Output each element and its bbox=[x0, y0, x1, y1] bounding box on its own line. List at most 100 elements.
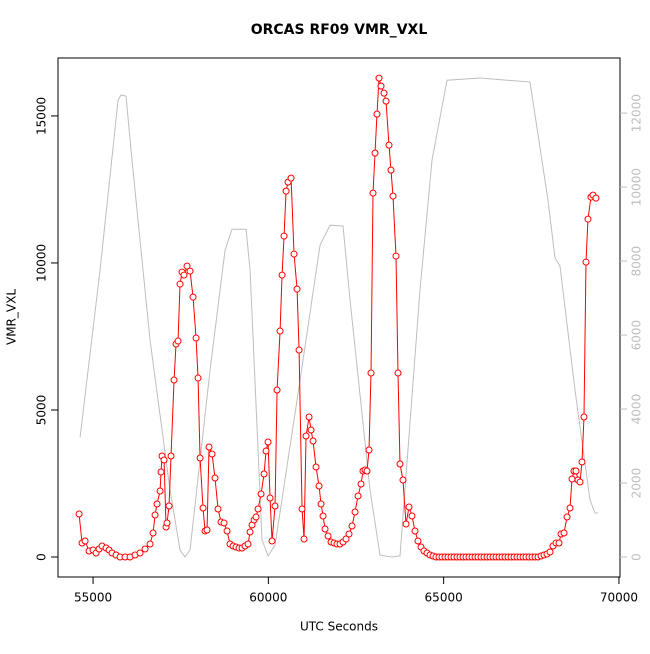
point bbox=[375, 74, 383, 82]
point bbox=[321, 525, 329, 533]
point bbox=[354, 492, 362, 500]
point bbox=[211, 474, 219, 482]
point bbox=[81, 537, 89, 545]
point bbox=[555, 539, 563, 547]
point bbox=[580, 413, 588, 421]
point bbox=[163, 519, 171, 527]
point bbox=[363, 467, 371, 475]
point bbox=[367, 369, 375, 377]
y-tick-label: 10000 bbox=[35, 244, 49, 282]
point bbox=[149, 529, 157, 537]
y-tick-label: 5000 bbox=[35, 395, 49, 426]
point bbox=[290, 250, 298, 258]
point bbox=[266, 494, 274, 502]
point bbox=[342, 535, 350, 543]
point bbox=[167, 452, 175, 460]
point bbox=[271, 502, 279, 510]
point bbox=[584, 215, 592, 223]
point bbox=[260, 470, 268, 478]
point bbox=[75, 510, 83, 518]
y2-tick-label: 6000 bbox=[630, 320, 644, 351]
point bbox=[189, 293, 197, 301]
point bbox=[324, 532, 332, 540]
point bbox=[385, 141, 393, 149]
point bbox=[246, 528, 254, 536]
point bbox=[560, 529, 568, 537]
point bbox=[205, 443, 213, 451]
point bbox=[365, 446, 373, 454]
y-tick-label: 15000 bbox=[35, 97, 49, 135]
point bbox=[254, 505, 262, 513]
point bbox=[170, 376, 178, 384]
point bbox=[208, 450, 216, 458]
point bbox=[268, 537, 276, 545]
point bbox=[411, 527, 419, 535]
point bbox=[307, 426, 315, 434]
point bbox=[214, 505, 222, 513]
chart-title: ORCAS RF09 VMR_VXL bbox=[251, 22, 428, 38]
x-tick-label: 70000 bbox=[600, 591, 638, 605]
point bbox=[298, 505, 306, 513]
point bbox=[220, 519, 228, 527]
point bbox=[280, 232, 288, 240]
plot-frame bbox=[57, 57, 621, 578]
y2-tick-label: 12000 bbox=[630, 94, 644, 132]
point bbox=[414, 537, 422, 545]
point bbox=[276, 327, 284, 335]
point bbox=[387, 166, 395, 174]
point bbox=[396, 460, 404, 468]
point bbox=[392, 252, 400, 260]
point bbox=[244, 540, 252, 548]
point bbox=[402, 520, 410, 528]
x-tick-label: 60000 bbox=[249, 591, 287, 605]
point bbox=[278, 271, 286, 279]
point bbox=[160, 456, 168, 464]
point bbox=[176, 280, 184, 288]
point bbox=[317, 500, 325, 508]
point bbox=[578, 458, 586, 466]
point bbox=[264, 438, 272, 446]
point bbox=[141, 545, 149, 553]
x-axis-label: UTC Seconds bbox=[300, 620, 378, 634]
point bbox=[357, 480, 365, 488]
point bbox=[186, 267, 194, 275]
point bbox=[394, 369, 402, 377]
x-tick-label: 55000 bbox=[74, 591, 112, 605]
point bbox=[203, 526, 211, 534]
point bbox=[377, 82, 385, 90]
point bbox=[312, 463, 320, 471]
point bbox=[305, 413, 313, 421]
point bbox=[136, 549, 144, 557]
point bbox=[345, 530, 353, 538]
point bbox=[348, 522, 356, 530]
point bbox=[174, 337, 182, 345]
point bbox=[183, 262, 191, 270]
point bbox=[156, 487, 164, 495]
point bbox=[153, 500, 161, 508]
point bbox=[546, 548, 554, 556]
point bbox=[405, 503, 413, 511]
point bbox=[302, 432, 310, 440]
x-tick-label: 65000 bbox=[425, 591, 463, 605]
point bbox=[165, 502, 173, 510]
point bbox=[582, 258, 590, 266]
point bbox=[273, 386, 281, 394]
point bbox=[309, 437, 317, 445]
point bbox=[199, 504, 207, 512]
point bbox=[223, 527, 231, 535]
point bbox=[382, 97, 390, 105]
point bbox=[399, 476, 407, 484]
point bbox=[566, 504, 574, 512]
point bbox=[371, 149, 379, 157]
y2-tick-label: 8000 bbox=[630, 246, 644, 277]
point bbox=[300, 535, 308, 543]
point bbox=[192, 334, 200, 342]
point bbox=[572, 467, 580, 475]
point bbox=[252, 513, 260, 521]
point bbox=[576, 478, 584, 486]
point bbox=[194, 374, 202, 382]
point bbox=[287, 174, 295, 182]
point bbox=[592, 194, 600, 202]
